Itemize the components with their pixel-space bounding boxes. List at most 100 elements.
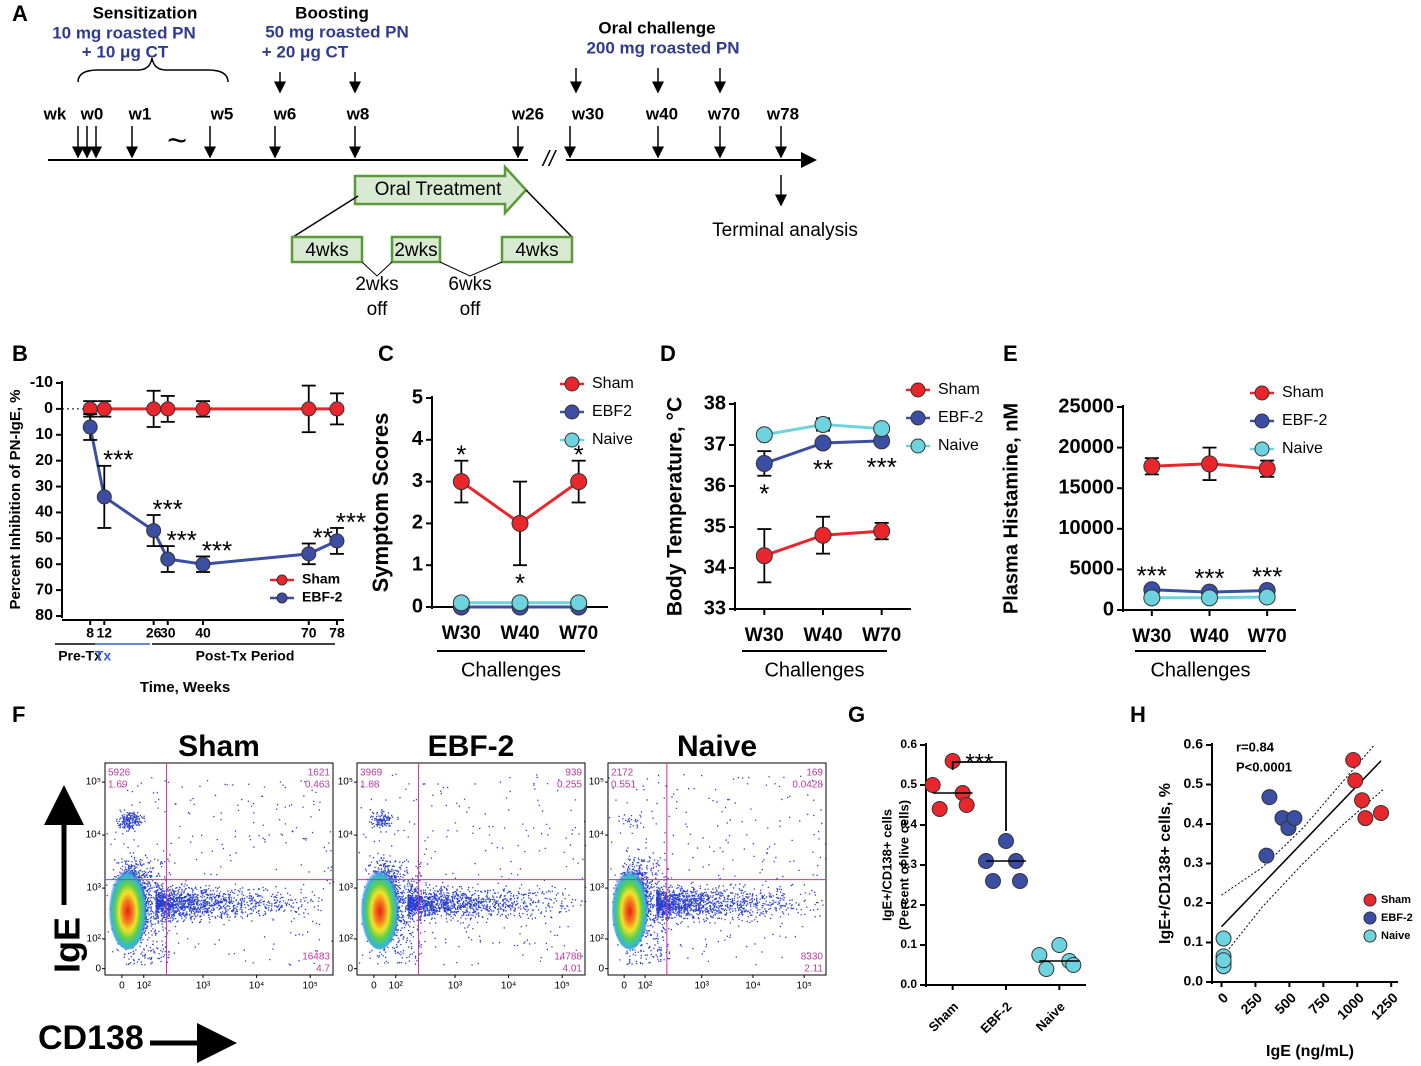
marker: [570, 473, 588, 491]
marker: [1201, 589, 1218, 607]
treatment-arrow: [353, 163, 528, 217]
significance: *: [515, 568, 525, 598]
x-axis-title: Time, Weeks: [140, 679, 230, 696]
axis-break: //: [541, 146, 557, 171]
x-tick-label: 26: [146, 625, 162, 641]
marker: [873, 420, 891, 438]
x-tick-label: 0: [621, 981, 627, 992]
gap-connector: [361, 261, 393, 277]
marker: [146, 401, 162, 417]
panel-letter: C: [378, 341, 394, 366]
significance: ***: [103, 445, 133, 475]
marker: [1286, 810, 1303, 827]
marker: [1261, 789, 1278, 806]
y-tick-label: 35: [704, 515, 726, 537]
y-tick-label: 0.6: [900, 737, 917, 751]
event-dots: [106, 777, 335, 966]
y-tick-label: 36: [704, 474, 726, 496]
marker: [160, 551, 176, 567]
legend-marker: [1254, 413, 1270, 429]
y-tick-label: 3: [412, 470, 423, 492]
x-tick-label: 0: [371, 981, 377, 992]
quadrant-value: 169: [806, 768, 823, 779]
y-tick-label: 0.6: [1184, 736, 1204, 752]
marker: [1215, 930, 1232, 947]
legend-label: Naive: [938, 437, 979, 454]
legend-label: Naive: [1282, 440, 1323, 457]
significance: *: [456, 440, 466, 470]
x-tick-label: W30: [1132, 626, 1171, 647]
y-tick-label: 10⁵: [589, 777, 604, 788]
legend-marker: [1363, 893, 1377, 907]
marker: [1143, 457, 1161, 475]
marker: [1354, 792, 1371, 809]
legend-label: EBF-2: [302, 589, 343, 605]
legend-label: Sham: [1381, 894, 1411, 906]
y-tick-label: 0.4: [900, 817, 917, 831]
y-tick-label: 0.0: [900, 977, 917, 991]
gap-label: off: [367, 299, 389, 320]
significance: ***: [152, 494, 182, 524]
marker: [931, 801, 948, 817]
gap-label: off: [460, 299, 482, 320]
y-tick-label: 10⁴: [589, 830, 604, 841]
y-tick-label: 0.3: [900, 857, 917, 871]
phase-title: Boosting: [295, 3, 369, 22]
marker: [301, 546, 317, 562]
marker: [195, 401, 211, 417]
marker: [195, 556, 211, 572]
plot-frame: [356, 762, 586, 976]
plot-title: EBF-2: [428, 730, 515, 763]
x-tick-label: 10³: [695, 981, 710, 992]
y-tick-label: 0.1: [900, 937, 917, 951]
plot-title: Naive: [677, 730, 757, 763]
panel-letter: H: [1130, 702, 1146, 727]
marker: [1357, 810, 1374, 827]
phase-dose: + 10 μg CT: [82, 42, 169, 61]
x-tick-label: 40: [195, 625, 211, 641]
significance: ***: [1194, 563, 1224, 593]
x-tick-label: 10⁵: [555, 981, 570, 992]
significance: *: [574, 440, 584, 470]
x-tick-label: W30: [745, 625, 784, 646]
flow-x-title: CD138: [38, 1019, 144, 1057]
marker: [814, 434, 832, 452]
event-dots: [608, 774, 827, 966]
legend-marker: [910, 438, 926, 454]
y-tick-label: 0.3: [1184, 854, 1204, 870]
y-tick-label: 15000: [1058, 476, 1114, 498]
y-tick-label: 1: [412, 553, 423, 575]
period-label: Pre-Tx: [58, 648, 102, 664]
legend-marker: [276, 592, 288, 604]
y-tick-label: 0: [412, 595, 423, 617]
significance: ***: [336, 507, 366, 537]
x-tick-label: 10²: [389, 981, 404, 992]
marker: [1347, 772, 1364, 789]
marker: [1038, 961, 1055, 977]
marker: [1201, 455, 1218, 473]
x-tick-label: W70: [1248, 626, 1287, 647]
legend-marker: [276, 574, 288, 586]
x-tick-label: 10²: [638, 981, 653, 992]
y-tick-label: 10⁵: [338, 777, 353, 788]
plot-frame: [607, 762, 827, 976]
quadrant-value: 16483: [302, 952, 330, 963]
marker: [329, 401, 345, 417]
marker: [82, 419, 98, 435]
y-tick-label: 10⁴: [338, 830, 353, 841]
y-tick-label: 34: [704, 556, 727, 578]
y-axis-title: IgE+/CD138+ cells: [879, 809, 894, 921]
x-tick-label: 8: [86, 625, 94, 641]
phase-dose: 10 mg roasted PN: [52, 23, 196, 42]
treatment-label: Oral Treatment: [375, 179, 502, 200]
y-tick-label: 10³: [339, 883, 354, 894]
y-tick-label: 10⁵: [86, 777, 101, 788]
y-tick-label: 70: [35, 581, 53, 598]
y-tick-label: 0: [598, 963, 604, 974]
treatment-block: [290, 235, 364, 264]
y-tick-label: 10³: [590, 883, 605, 894]
significance-bracket: [951, 761, 1007, 831]
x-tick-label: 30: [160, 625, 176, 641]
legend-label: Sham: [1282, 384, 1324, 401]
